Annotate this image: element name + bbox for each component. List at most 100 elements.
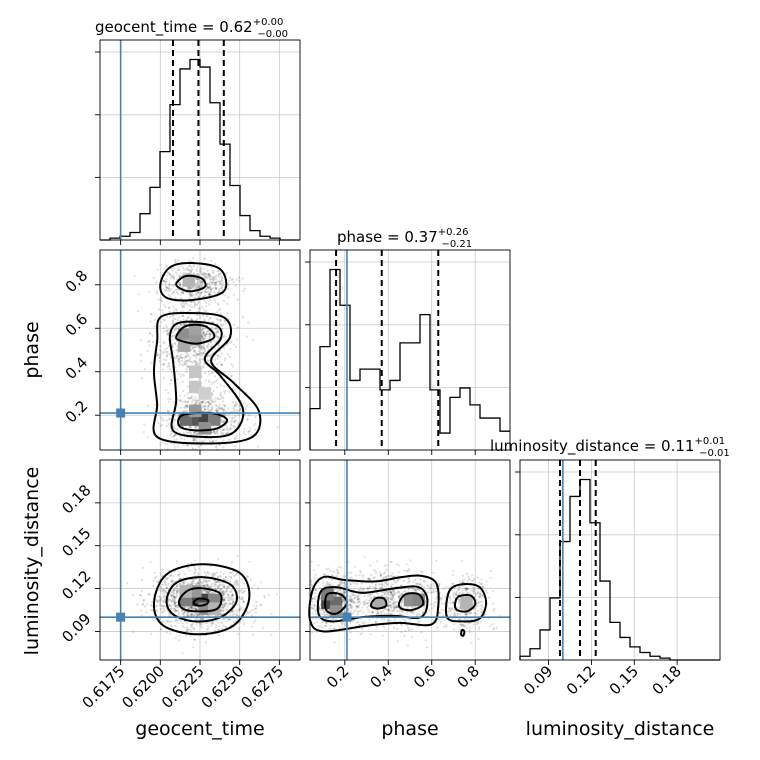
sample-point — [220, 286, 223, 289]
sample-point — [227, 599, 230, 602]
sample-point — [358, 574, 361, 577]
sample-point — [160, 586, 163, 589]
sample-point — [198, 578, 201, 581]
sample-point — [193, 287, 196, 290]
sample-point — [406, 644, 409, 647]
sample-point — [196, 265, 200, 268]
sample-point — [166, 329, 169, 332]
sample-point — [228, 618, 231, 621]
sample-point — [179, 323, 182, 326]
sample-point — [389, 612, 393, 615]
sample-point — [158, 356, 162, 359]
sample-point — [184, 268, 188, 271]
sample-point — [175, 591, 178, 594]
sample-point — [240, 578, 243, 581]
sample-point — [163, 591, 166, 595]
sample-point — [171, 580, 174, 583]
sample-point — [214, 446, 217, 449]
sample-point — [200, 354, 204, 357]
sample-point — [341, 575, 345, 578]
sample-point — [203, 349, 206, 352]
sample-point — [253, 584, 256, 587]
sample-point — [381, 634, 384, 637]
sample-point — [234, 426, 237, 429]
sample-point — [220, 430, 223, 434]
sample-point — [367, 609, 370, 612]
sample-point — [213, 339, 216, 343]
sample-point — [245, 335, 249, 338]
sample-point — [178, 373, 181, 376]
sample-point — [221, 591, 224, 594]
sample-point — [233, 582, 236, 585]
sample-point — [175, 348, 178, 352]
sample-point — [228, 590, 232, 593]
sample-point — [180, 290, 183, 294]
sample-point — [179, 355, 182, 358]
sample-point — [183, 303, 186, 306]
sample-point — [333, 641, 336, 644]
sample-point — [204, 334, 207, 337]
sample-point — [390, 585, 393, 588]
sample-point — [178, 394, 181, 397]
sample-point — [218, 588, 221, 592]
sample-point — [207, 614, 210, 617]
sample-point — [374, 586, 377, 589]
y-tick-label: 0.15 — [58, 524, 94, 560]
sample-point — [168, 289, 171, 292]
sample-point — [173, 328, 177, 331]
sample-point — [204, 275, 208, 278]
sample-point — [169, 598, 172, 602]
sample-point — [186, 385, 189, 388]
sample-point — [186, 352, 189, 355]
sample-point — [193, 559, 196, 562]
sample-point — [246, 612, 250, 615]
sample-point — [203, 290, 207, 293]
sample-point — [237, 603, 240, 606]
sample-point — [222, 624, 225, 627]
sample-point — [356, 613, 359, 616]
sample-point — [173, 342, 177, 345]
sample-point — [220, 279, 223, 282]
sample-point — [214, 274, 217, 277]
sample-point — [172, 284, 175, 287]
sample-point — [215, 404, 219, 407]
sample-point — [201, 327, 205, 330]
sample-point — [216, 335, 219, 338]
sample-point — [366, 588, 370, 591]
sample-point — [204, 337, 207, 340]
sample-point — [193, 400, 197, 403]
sample-point — [206, 275, 210, 279]
sample-point — [172, 607, 175, 610]
histogram-line — [309, 268, 510, 450]
sample-point — [224, 626, 228, 629]
sample-point — [256, 604, 259, 608]
sample-point — [193, 567, 196, 570]
sample-point — [210, 382, 213, 385]
luminosity-distance-vs-phase-panel: 0.2 0.4 0.6 0.8 — [305, 459, 511, 692]
sample-point — [216, 409, 219, 412]
sample-point — [340, 621, 343, 624]
sample-point — [367, 578, 370, 581]
sample-point — [209, 333, 212, 336]
sample-point — [173, 267, 176, 271]
sample-point — [167, 391, 170, 395]
sample-point — [232, 420, 235, 423]
sample-point — [187, 316, 190, 319]
sample-point — [201, 332, 204, 335]
sample-point — [208, 298, 212, 301]
sample-point — [202, 337, 205, 340]
sample-point — [495, 626, 498, 629]
sample-point — [190, 300, 193, 304]
sample-point — [209, 402, 212, 406]
sample-point — [182, 266, 185, 269]
sample-point — [152, 579, 155, 582]
sample-point — [162, 363, 165, 367]
sample-point — [221, 432, 224, 436]
sample-point — [174, 433, 177, 436]
sample-point — [233, 408, 236, 411]
density-cell — [188, 380, 202, 394]
sample-point — [220, 352, 223, 355]
sample-point — [399, 584, 403, 587]
sample-point — [238, 608, 241, 611]
sample-point — [367, 604, 370, 607]
